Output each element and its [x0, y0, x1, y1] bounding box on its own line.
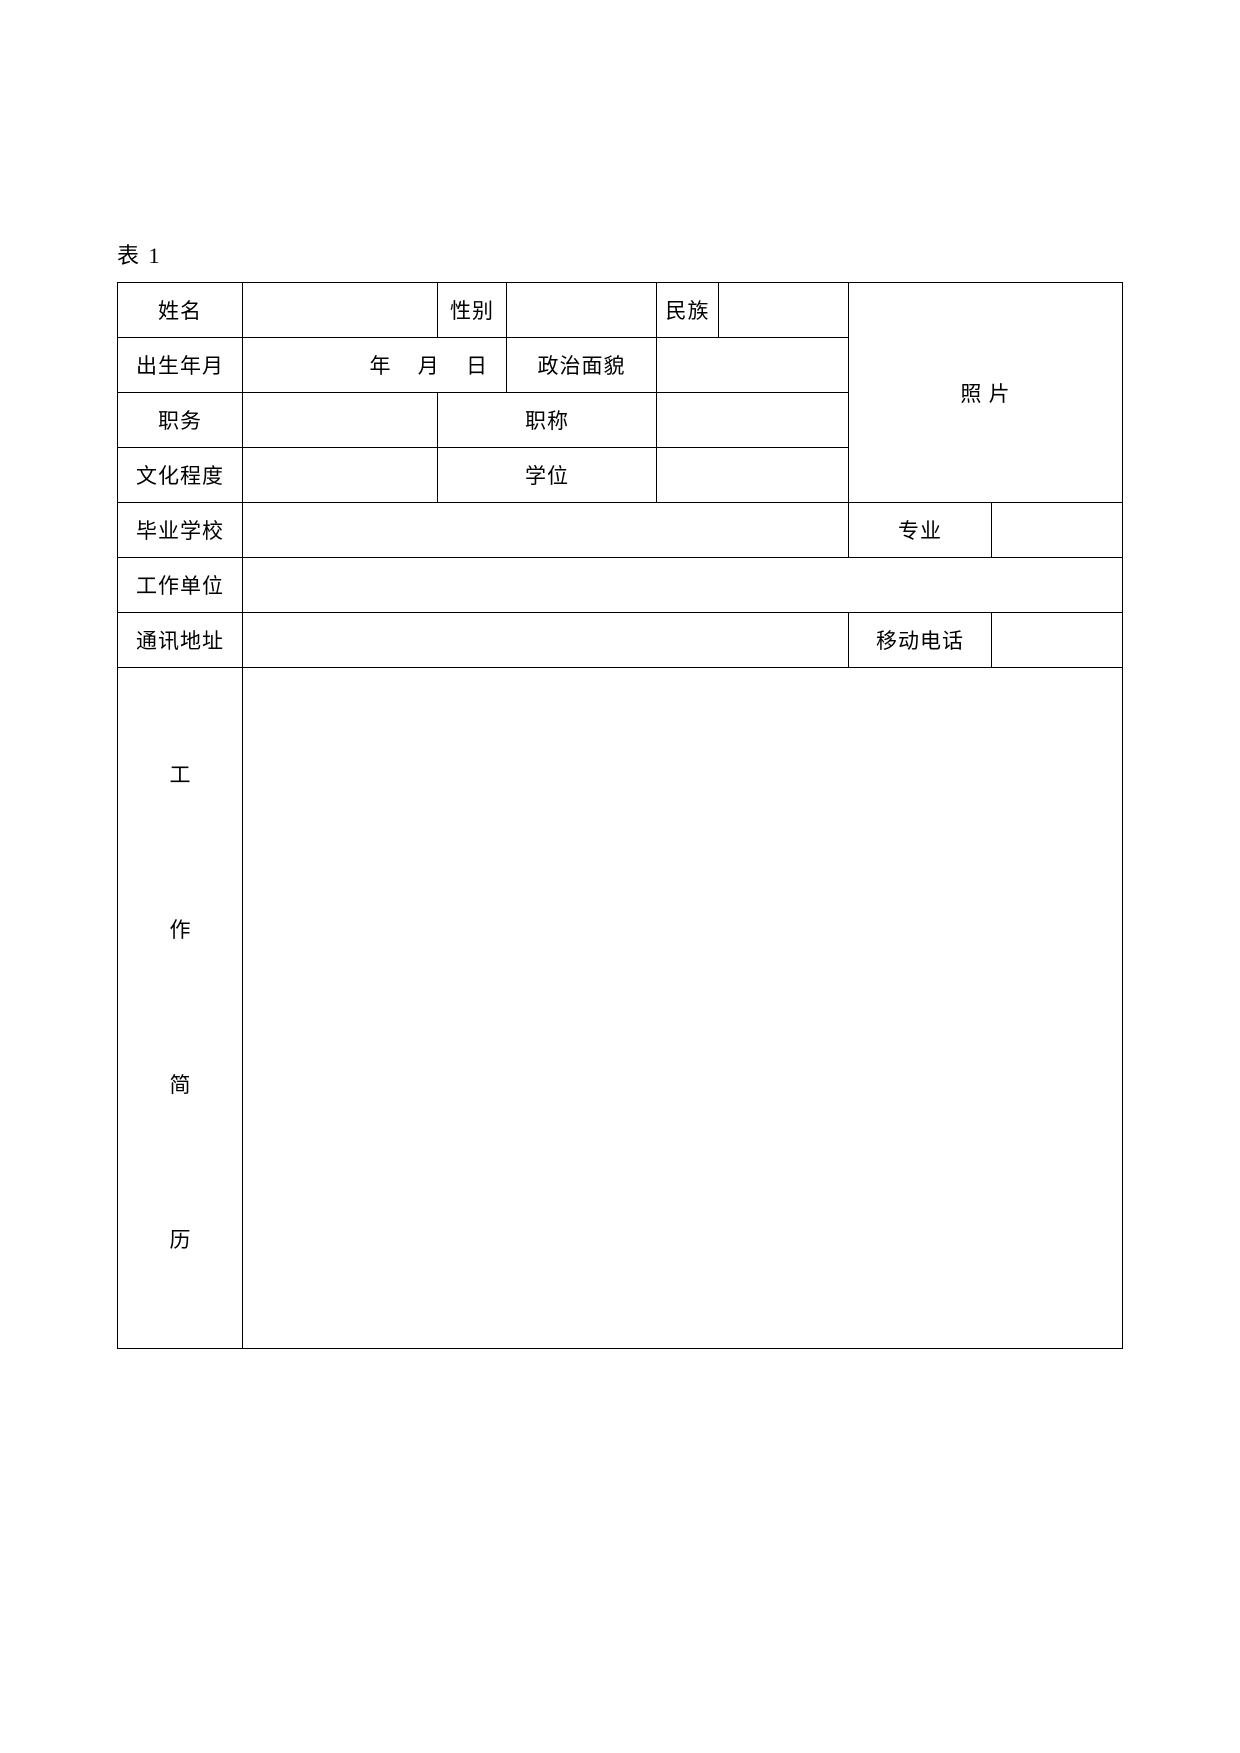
value-title — [657, 393, 849, 448]
table-title: 表 1 — [117, 238, 1240, 270]
label-work-history: 工 作 简 历 — [118, 668, 243, 1349]
label-position: 职务 — [118, 393, 243, 448]
value-degree — [657, 448, 849, 503]
value-work-history — [243, 668, 1123, 1349]
work-history-char-1: 工 — [170, 723, 191, 828]
label-school: 毕业学校 — [118, 503, 243, 558]
day-label: 日 — [466, 354, 488, 378]
photo-cell: 照 片 — [849, 283, 1123, 503]
personnel-form-table: 姓名 性别 民族 照 片 出生年月 年 月 日 政治面貌 职务 职称 文化程度 … — [117, 282, 1123, 1349]
work-history-char-3: 简 — [170, 1033, 191, 1138]
label-gender: 性别 — [438, 283, 507, 338]
label-mobile: 移动电话 — [849, 613, 992, 668]
label-title: 职称 — [438, 393, 657, 448]
value-ethnicity — [719, 283, 849, 338]
value-birth-date: 年 月 日 — [243, 338, 507, 393]
label-major: 专业 — [849, 503, 992, 558]
work-history-char-4: 历 — [170, 1188, 191, 1293]
label-degree: 学位 — [438, 448, 657, 503]
label-work-unit: 工作单位 — [118, 558, 243, 613]
value-major — [992, 503, 1123, 558]
value-work-unit — [243, 558, 1123, 613]
year-label: 年 — [370, 354, 392, 378]
month-label: 月 — [418, 354, 440, 378]
label-ethnicity: 民族 — [657, 283, 719, 338]
label-birth-date: 出生年月 — [118, 338, 243, 393]
value-name — [243, 283, 438, 338]
value-mobile — [992, 613, 1123, 668]
label-address: 通讯地址 — [118, 613, 243, 668]
label-education: 文化程度 — [118, 448, 243, 503]
label-name: 姓名 — [118, 283, 243, 338]
work-history-char-2: 作 — [170, 878, 191, 983]
value-education — [243, 448, 438, 503]
value-political-status — [657, 338, 849, 393]
value-position — [243, 393, 438, 448]
label-political-status: 政治面貌 — [507, 338, 657, 393]
value-school — [243, 503, 849, 558]
value-gender — [507, 283, 657, 338]
value-address — [243, 613, 849, 668]
